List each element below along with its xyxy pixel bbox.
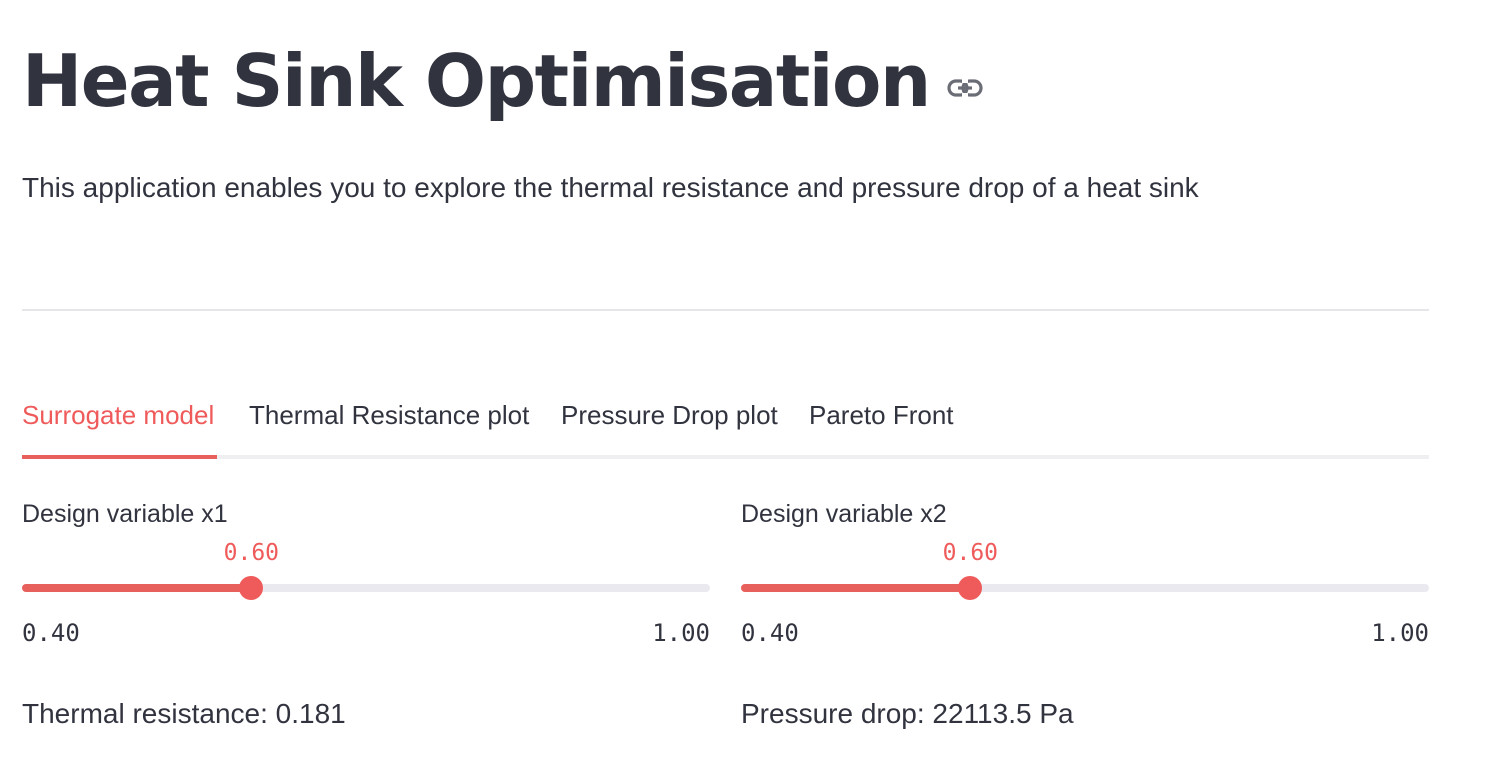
page-title: Heat Sink Optimisation — [22, 39, 931, 123]
tab-bar: Surrogate model Thermal Resistance plot … — [22, 395, 1429, 459]
slider-x2: Design variable x2 0.60 0.40 1.00 — [741, 496, 1429, 656]
slider-thumb[interactable] — [958, 576, 983, 600]
slider-fill — [741, 584, 971, 592]
link-icon[interactable] — [946, 76, 984, 100]
slider-max-label: 1.00 — [652, 619, 710, 647]
thermal-resistance-result: Thermal resistance: 0.181 — [22, 698, 346, 729]
slider-value: 0.60 — [942, 540, 999, 566]
page-description: This application enables you to explore … — [22, 172, 1199, 203]
tab-pareto-front[interactable]: Pareto Front — [809, 400, 954, 430]
slider-x1: Design variable x1 0.60 0.40 1.00 — [22, 496, 710, 656]
slider-value: 0.60 — [223, 540, 280, 566]
slider-max-label: 1.00 — [1371, 619, 1429, 647]
slider-thumb[interactable] — [239, 576, 264, 600]
tab-thermal-resistance-plot[interactable]: Thermal Resistance plot — [249, 400, 530, 430]
slider-track[interactable] — [741, 576, 1429, 600]
slider-track[interactable] — [22, 576, 710, 600]
title-row: Heat Sink Optimisation — [22, 36, 984, 126]
tab-track — [22, 455, 1429, 459]
slider-label: Design variable x2 — [741, 500, 947, 528]
slider-min-label: 0.40 — [22, 619, 80, 647]
tab-surrogate-model[interactable]: Surrogate model — [22, 395, 217, 459]
pressure-drop-result: Pressure drop: 22113.5 Pa — [741, 698, 1074, 729]
slider-min-label: 0.40 — [741, 619, 799, 647]
tab-pressure-drop-plot[interactable]: Pressure Drop plot — [561, 400, 778, 430]
slider-fill — [22, 584, 252, 592]
divider — [22, 309, 1429, 311]
slider-label: Design variable x1 — [22, 500, 228, 528]
